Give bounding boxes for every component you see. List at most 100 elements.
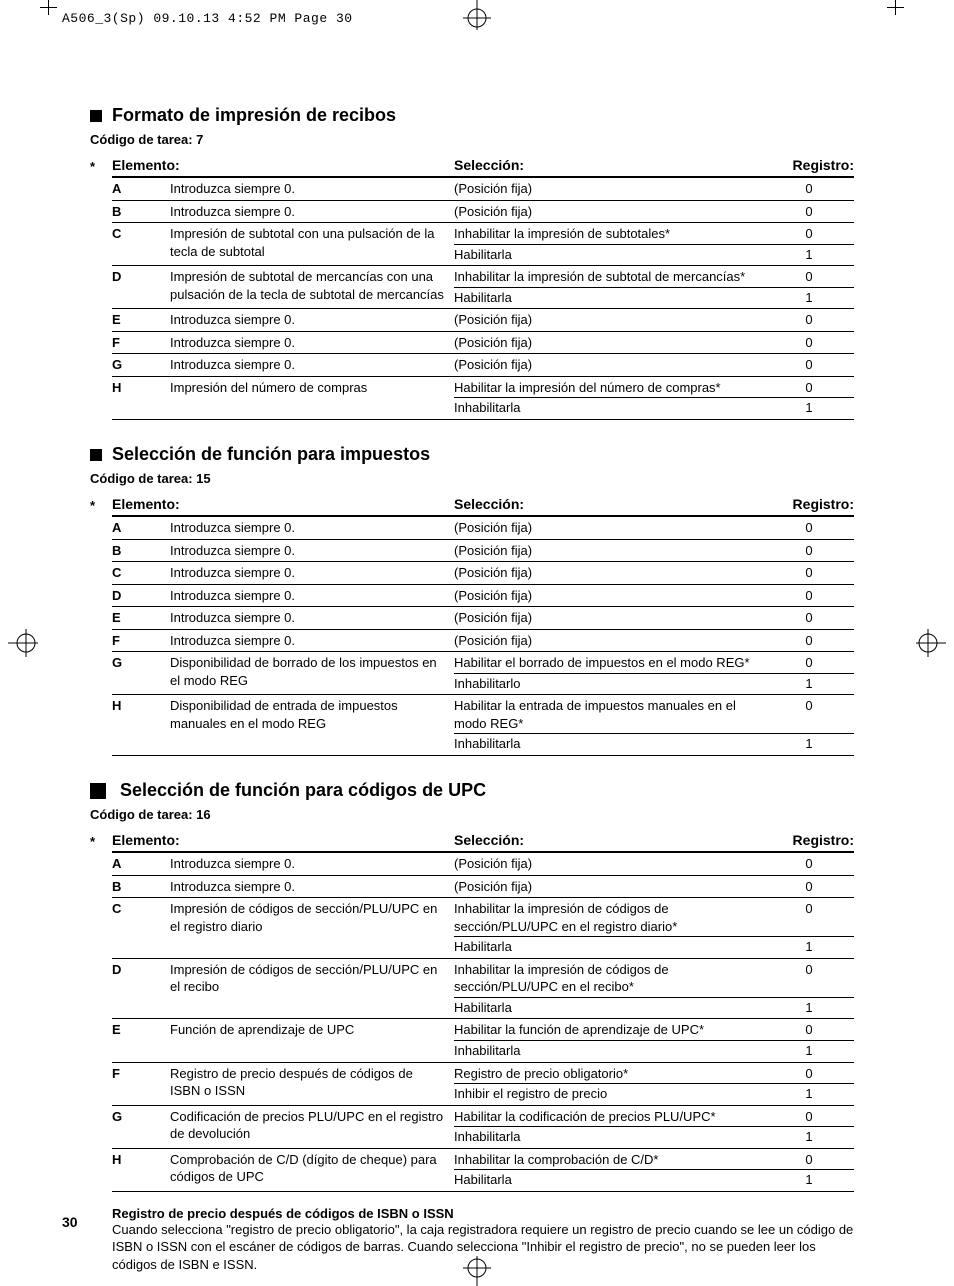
option-line: (Posición fija)0: [454, 179, 854, 199]
option-line: (Posición fija)0: [454, 541, 854, 561]
cell-selection: (Posición fija): [454, 333, 764, 353]
cell-selection: Inhabilitarla: [454, 398, 764, 418]
selection-group: (Posición fija)0: [454, 541, 854, 561]
cell-registro: 0: [764, 333, 854, 353]
col-seleccion: Selección:: [454, 157, 764, 173]
cell-description: Registro de precio después de códigos de…: [170, 1064, 454, 1104]
selection-group: Habilitar la entrada de impuestos manual…: [454, 696, 854, 754]
cell-description: Introduzca siempre 0.: [170, 179, 454, 199]
cell-selection: (Posición fija): [454, 586, 764, 606]
option-line: Habilitar la codificación de precios PLU…: [454, 1107, 854, 1127]
table-row: GCodificación de precios PLU/UPC en el r…: [112, 1106, 854, 1149]
cell-key: D: [112, 960, 170, 1018]
table-header-row: Elemento: Selección: Registro:: [112, 157, 854, 178]
option-line: Inhabilitarla1: [454, 1040, 854, 1061]
print-header-text: A506_3(Sp) 09.10.13 4:52 PM Page 30: [62, 11, 353, 26]
option-line: (Posición fija)0: [454, 631, 854, 651]
selection-group: Inhabilitar la impresión de subtotales*0…: [454, 224, 854, 264]
cell-selection: (Posición fija): [454, 877, 764, 897]
registration-mark-icon: [459, 0, 495, 30]
option-line: Inhabilitarla1: [454, 397, 854, 418]
table: Elemento: Selección: Registro: AIntroduz…: [112, 832, 854, 1192]
cell-key: H: [112, 1150, 170, 1190]
cell-description: Codificación de precios PLU/UPC en el re…: [170, 1107, 454, 1147]
cell-key: F: [112, 333, 170, 353]
selection-group: Habilitar la función de aprendizaje de U…: [454, 1020, 854, 1060]
col-registro: Registro:: [764, 157, 854, 173]
option-line: Habilitar el borrado de impuestos en el …: [454, 653, 854, 673]
section-heading: Selección de función para códigos de UPC: [90, 780, 854, 801]
option-line: Inhabilitar la impresión de códigos de s…: [454, 899, 854, 936]
cell-registro: 1: [764, 734, 854, 754]
cell-key: D: [112, 267, 170, 307]
cell-registro: 0: [764, 179, 854, 199]
cell-description: Impresión de subtotal de mercancías con …: [170, 267, 454, 307]
cell-key: C: [112, 563, 170, 583]
cell-key: F: [112, 1064, 170, 1104]
cell-key: C: [112, 224, 170, 264]
cell-description: Introduzca siempre 0.: [170, 586, 454, 606]
option-line: Inhabilitar la impresión de códigos de s…: [454, 960, 854, 997]
section-receipt-format: Formato de impresión de recibos Código d…: [90, 105, 854, 420]
page-number: 30: [62, 1214, 78, 1230]
table-row: BIntroduzca siempre 0.(Posición fija)0: [112, 876, 854, 899]
option-line: Registro de precio obligatorio*0: [454, 1064, 854, 1084]
cell-selection: Registro de precio obligatorio*: [454, 1064, 764, 1084]
table-row: DImpresión de códigos de sección/PLU/UPC…: [112, 959, 854, 1020]
section-title: Selección de función para códigos de UPC: [120, 780, 486, 801]
selection-group: (Posición fija)0: [454, 586, 854, 606]
cell-description: Introduzca siempre 0.: [170, 854, 454, 874]
selection-group: Habilitar la impresión del número de com…: [454, 378, 854, 418]
cell-registro: 1: [764, 398, 854, 418]
table-row: BIntroduzca siempre 0.(Posición fija)0: [112, 540, 854, 563]
cell-key: B: [112, 877, 170, 897]
table-header-row: Elemento: Selección: Registro:: [112, 496, 854, 517]
option-line: (Posición fija)0: [454, 355, 854, 375]
cell-description: Introduzca siempre 0.: [170, 608, 454, 628]
option-line: Inhabilitarla1: [454, 1126, 854, 1147]
cell-registro: 0: [764, 563, 854, 583]
section-title: Formato de impresión de recibos: [112, 105, 396, 126]
cell-description: Función de aprendizaje de UPC: [170, 1020, 454, 1060]
table-row: HComprobación de C/D (dígito de cheque) …: [112, 1149, 854, 1192]
selection-group: (Posición fija)0: [454, 310, 854, 330]
cell-selection: (Posición fija): [454, 631, 764, 651]
crop-mark: [48, 0, 49, 15]
option-line: Habilitar la impresión del número de com…: [454, 378, 854, 398]
cell-key: G: [112, 355, 170, 375]
cell-registro: 0: [764, 899, 854, 936]
page: A506_3(Sp) 09.10.13 4:52 PM Page 30 Form…: [0, 0, 954, 1286]
cell-description: Impresión de subtotal con una pulsación …: [170, 224, 454, 264]
col-seleccion: Selección:: [454, 832, 764, 848]
cell-key: A: [112, 854, 170, 874]
cell-key: H: [112, 696, 170, 754]
selection-group: Inhabilitar la comprobación de C/D*0Habi…: [454, 1150, 854, 1190]
table-row: EIntroduzca siempre 0.(Posición fija)0: [112, 607, 854, 630]
option-line: (Posición fija)0: [454, 608, 854, 628]
cell-registro: 0: [764, 696, 854, 733]
cell-selection: Habilitarla: [454, 998, 764, 1018]
section-heading: Formato de impresión de recibos: [90, 105, 854, 126]
cell-description: Introduzca siempre 0.: [170, 333, 454, 353]
cell-description: Impresión del número de compras: [170, 378, 454, 418]
table-row: HImpresión del número de comprasHabilita…: [112, 377, 854, 420]
cell-key: H: [112, 378, 170, 418]
cell-description: Introduzca siempre 0.: [170, 310, 454, 330]
selection-group: Inhabilitar la impresión de códigos de s…: [454, 960, 854, 1018]
table-wrapper: * Elemento: Selección: Registro: AIntrod…: [90, 157, 854, 420]
selection-group: (Posición fija)0: [454, 202, 854, 222]
cell-registro: 0: [764, 1150, 854, 1170]
selection-group: Inhabilitar la impresión de códigos de s…: [454, 899, 854, 957]
cell-registro: 1: [764, 288, 854, 308]
selection-group: (Posición fija)0: [454, 608, 854, 628]
option-line: Habilitarla1: [454, 936, 854, 957]
option-line: (Posición fija)0: [454, 202, 854, 222]
cell-key: B: [112, 541, 170, 561]
section-tax-function: Selección de función para impuestos Códi…: [90, 444, 854, 756]
cell-registro: 0: [764, 1064, 854, 1084]
option-line: Inhabilitar la impresión de subtotales*0: [454, 224, 854, 244]
selection-group: (Posición fija)0: [454, 563, 854, 583]
cell-description: Introduzca siempre 0.: [170, 541, 454, 561]
cell-registro: 0: [764, 653, 854, 673]
cell-registro: 0: [764, 631, 854, 651]
